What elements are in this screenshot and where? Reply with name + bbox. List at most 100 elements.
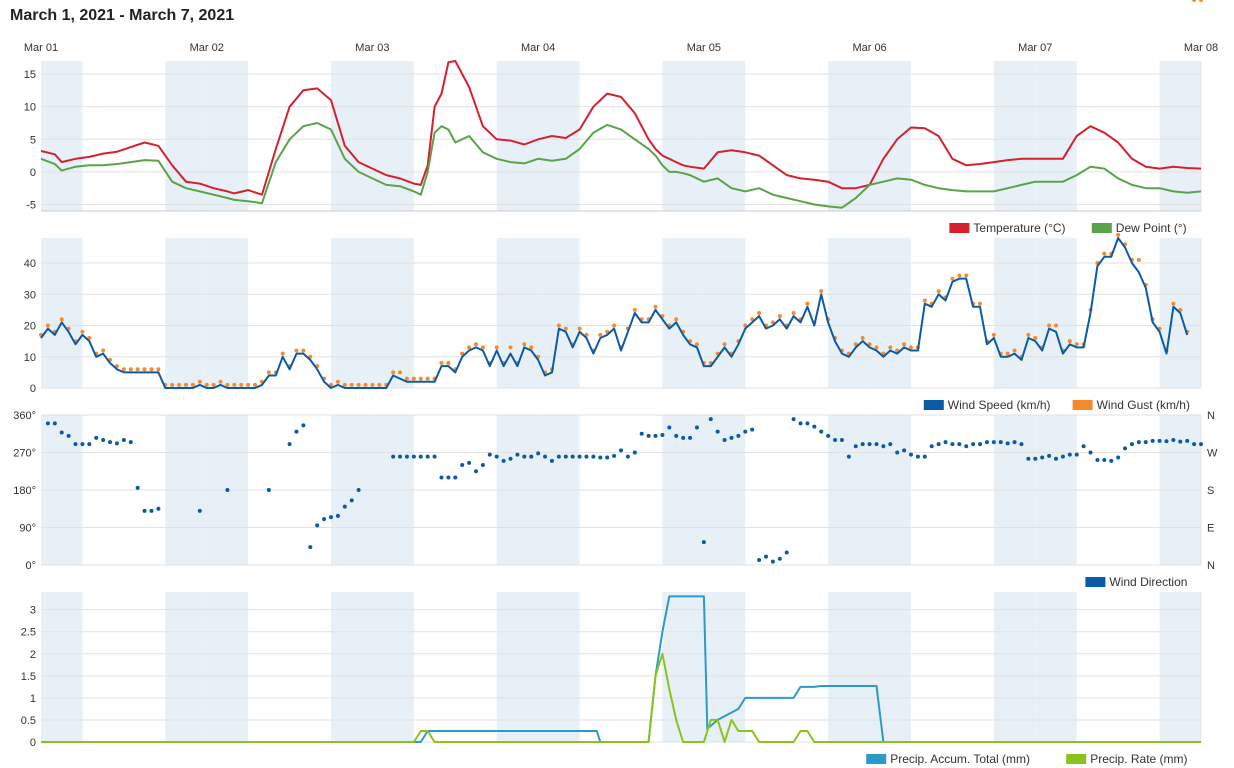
legend-label: Wind Speed (km/h) bbox=[948, 398, 1051, 412]
night-band bbox=[538, 238, 580, 388]
y-tick-label: 5 bbox=[30, 134, 36, 146]
wind-gust-point bbox=[170, 382, 175, 387]
wind-direction-point bbox=[998, 440, 1003, 445]
wind-direction-point bbox=[536, 451, 541, 456]
night-band bbox=[703, 61, 746, 211]
wind-gust-point bbox=[474, 342, 478, 347]
wind-direction-point bbox=[391, 454, 396, 459]
wind-gust-point bbox=[888, 345, 893, 350]
night-band bbox=[993, 592, 1036, 742]
wind-direction-point bbox=[936, 442, 941, 447]
wind-direction-point bbox=[743, 429, 748, 434]
wind-direction-point bbox=[94, 435, 99, 440]
night-band bbox=[496, 61, 539, 211]
wind-gust-point bbox=[45, 323, 50, 328]
wind-direction-point bbox=[1067, 452, 1072, 457]
wind-gust-point bbox=[190, 382, 195, 387]
wind-direction-point bbox=[1199, 442, 1203, 447]
wind-gust-point bbox=[522, 342, 527, 347]
wind-direction-point bbox=[860, 442, 865, 447]
wind-gust-point bbox=[356, 382, 361, 387]
wind-direction-point bbox=[895, 450, 900, 455]
wind-gust-point bbox=[1047, 323, 1052, 328]
wind-direction-point bbox=[805, 421, 810, 426]
wind-gust-point bbox=[529, 345, 534, 350]
wind-direction-point bbox=[812, 424, 817, 429]
wind-gust-point bbox=[819, 289, 824, 294]
legend-swatch bbox=[866, 754, 887, 764]
night-band bbox=[828, 592, 870, 742]
night-band bbox=[538, 592, 580, 742]
wind-direction-point bbox=[508, 456, 513, 461]
wind-direction-point bbox=[114, 441, 119, 446]
wind-direction-point bbox=[1040, 455, 1045, 460]
wind-gust-point bbox=[563, 326, 568, 331]
wind-direction-point bbox=[688, 435, 693, 440]
wind-gust-point bbox=[149, 367, 154, 372]
wind-direction-point bbox=[329, 515, 333, 520]
page-title: March 1, 2021 - March 7, 2021 bbox=[10, 7, 235, 24]
wind-direction-point bbox=[708, 417, 713, 422]
night-band bbox=[331, 238, 373, 388]
legend-label: Wind Gust (km/h) bbox=[1097, 398, 1190, 412]
wind-direction-point bbox=[984, 440, 989, 445]
legend-label: Precip. Accum. Total (mm) bbox=[890, 752, 1030, 766]
wind-direction-point bbox=[874, 442, 879, 447]
wind-direction-point bbox=[625, 454, 630, 459]
wind-gust-point bbox=[280, 351, 285, 356]
x-tick-label: Mar 04 bbox=[521, 42, 555, 54]
legend-swatch bbox=[1066, 754, 1087, 764]
y-tick-label: 2 bbox=[30, 649, 36, 661]
legend-label: Temperature (°C) bbox=[973, 221, 1065, 235]
wind-gust-point bbox=[791, 311, 796, 315]
wind-gust-point bbox=[101, 348, 106, 353]
night-band bbox=[869, 238, 911, 388]
wind-direction-point bbox=[736, 433, 741, 438]
wind-gust-point bbox=[508, 345, 513, 350]
wind-direction-point bbox=[798, 421, 803, 426]
wind-direction-point bbox=[612, 453, 617, 458]
wind-gust-point bbox=[1116, 232, 1121, 237]
wind-gust-point bbox=[253, 382, 258, 387]
night-band bbox=[662, 592, 704, 742]
wind-direction-point bbox=[446, 475, 451, 480]
wind-direction-point bbox=[59, 430, 64, 435]
wind-gust-point bbox=[204, 382, 209, 387]
wind-direction-point bbox=[833, 438, 838, 442]
wind-gust-point bbox=[991, 332, 996, 337]
wind-direction-point bbox=[902, 448, 907, 453]
wind-direction-point bbox=[101, 438, 106, 442]
wind-direction-point bbox=[570, 454, 575, 459]
temperature-line bbox=[40, 60, 1202, 196]
wind-gust-point bbox=[860, 336, 865, 340]
wind-direction-point bbox=[750, 427, 755, 432]
x-tick-label: Mar 07 bbox=[1018, 42, 1052, 54]
wind-direction-point bbox=[411, 454, 416, 459]
wind-gust-point bbox=[59, 317, 64, 322]
night-band bbox=[331, 592, 373, 742]
y-tick-label: 270° bbox=[13, 448, 36, 460]
wind-direction-point bbox=[915, 454, 920, 459]
wind-gust-point bbox=[239, 382, 244, 387]
wind-direction-point bbox=[1123, 446, 1128, 451]
wind-direction-point bbox=[991, 440, 996, 445]
wind-direction-point bbox=[646, 433, 651, 438]
wind-direction-point bbox=[853, 444, 858, 449]
y-tick-label: 1.5 bbox=[21, 671, 36, 683]
wind-direction-point bbox=[1116, 455, 1121, 460]
wind-gust-point bbox=[1067, 339, 1072, 344]
wind-direction-point bbox=[1074, 452, 1079, 457]
wind-direction-point bbox=[287, 442, 292, 447]
wind-direction-point bbox=[1095, 458, 1100, 462]
wind-direction-point bbox=[308, 545, 313, 550]
wind-direction-point bbox=[1109, 458, 1114, 463]
wind-direction-point bbox=[978, 442, 983, 447]
wind-direction-point bbox=[881, 444, 886, 449]
wind-direction-point bbox=[784, 550, 789, 555]
wind-gust-point bbox=[978, 301, 983, 306]
wind-gust-point bbox=[301, 348, 306, 353]
wind-direction-point bbox=[128, 440, 133, 445]
wind-gust-point bbox=[1005, 351, 1010, 356]
y-tick-label: 180° bbox=[13, 485, 36, 497]
